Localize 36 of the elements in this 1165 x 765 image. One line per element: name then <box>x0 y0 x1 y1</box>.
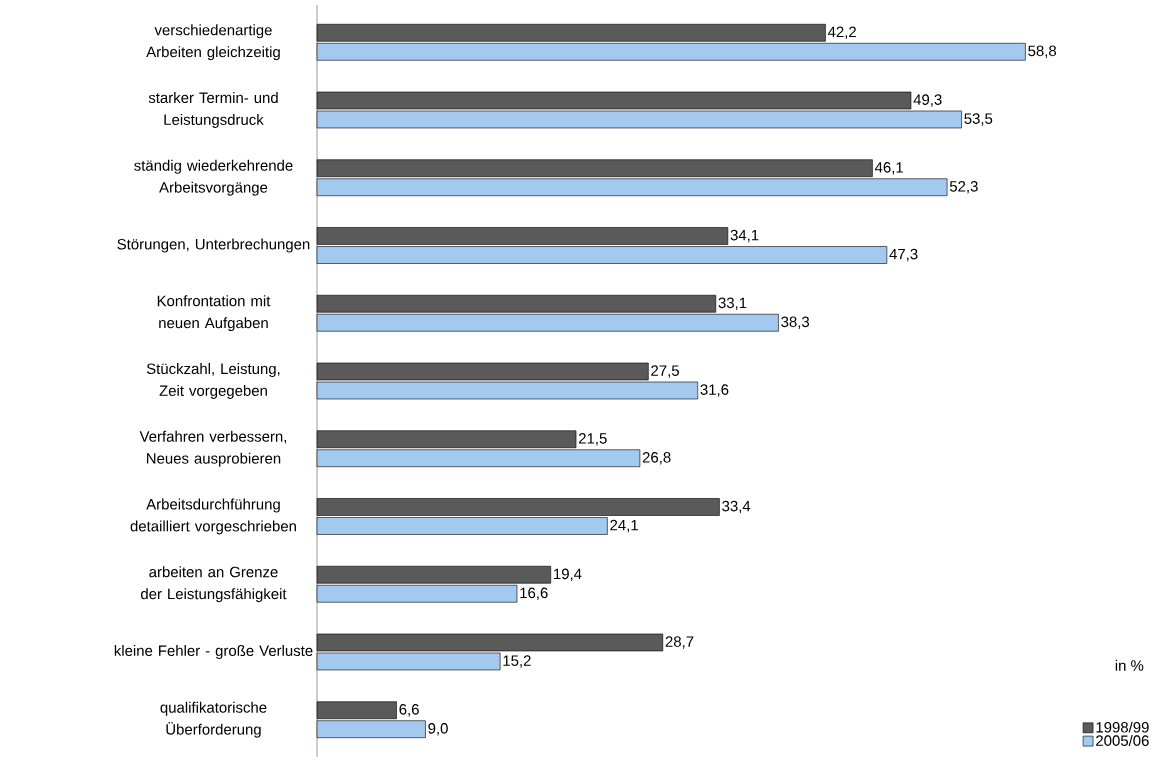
data-label: 49,3 <box>913 94 942 107</box>
data-label: 34,1 <box>730 229 759 243</box>
data-label: 53,5 <box>964 113 993 126</box>
y-tick-label: Verfahren verbessern, Neues ausprobieren <box>139 430 287 467</box>
data-label: 52,3 <box>949 181 978 194</box>
y-tick-label: Konfrontation mit neuen Aufgaben <box>157 295 271 332</box>
legend-label: 2005/06 <box>1096 734 1149 746</box>
data-label: 26,8 <box>642 452 671 465</box>
y-tick-label: Störungen, Unterbrechungen <box>117 238 310 253</box>
text: in % <box>1115 659 1144 671</box>
data-label: 38,3 <box>781 316 810 329</box>
data-label: 33,4 <box>722 500 751 514</box>
data-label: 24,1 <box>610 519 638 533</box>
data-label: 16,6 <box>520 587 548 600</box>
y-tick-label: starker Termin- und Leistungsdruck <box>148 92 278 128</box>
y-tick-label: kleine Fehler - große Verluste <box>114 645 313 659</box>
data-label: 9,0 <box>428 723 448 736</box>
y-tick-label: qualifikatorische Überforderung <box>160 701 267 738</box>
y-tick-label: Stückzahl, Leistung, Zeit vorgegeben <box>146 363 280 399</box>
data-label: 15,2 <box>503 655 531 668</box>
data-label: 42,2 <box>827 26 856 39</box>
data-label: 31,6 <box>700 384 729 397</box>
data-label: 58,8 <box>1028 45 1057 58</box>
y-tick-label: arbeiten an Grenze der Leistungsfähigkeit <box>141 566 287 603</box>
data-label: 33,1 <box>718 297 747 310</box>
data-label: 46,1 <box>874 162 903 175</box>
y-tick-label: verschiedenartige Arbeiten gleichzeitig <box>146 24 280 61</box>
data-label: 27,5 <box>651 365 679 378</box>
data-label: 21,5 <box>578 433 607 446</box>
data-label: 6,6 <box>399 704 419 717</box>
data-label: 28,7 <box>665 636 694 649</box>
legend-label: 1998/99 <box>1096 721 1149 733</box>
data-label: 47,3 <box>889 248 918 262</box>
data-label: 19,4 <box>554 568 582 581</box>
y-tick-label: ständig wiederkehrende Arbeitsvorgänge <box>134 159 293 196</box>
y-tick-label: Arbeitsdurchführung detailliert vorgeschrieben <box>130 498 296 535</box>
